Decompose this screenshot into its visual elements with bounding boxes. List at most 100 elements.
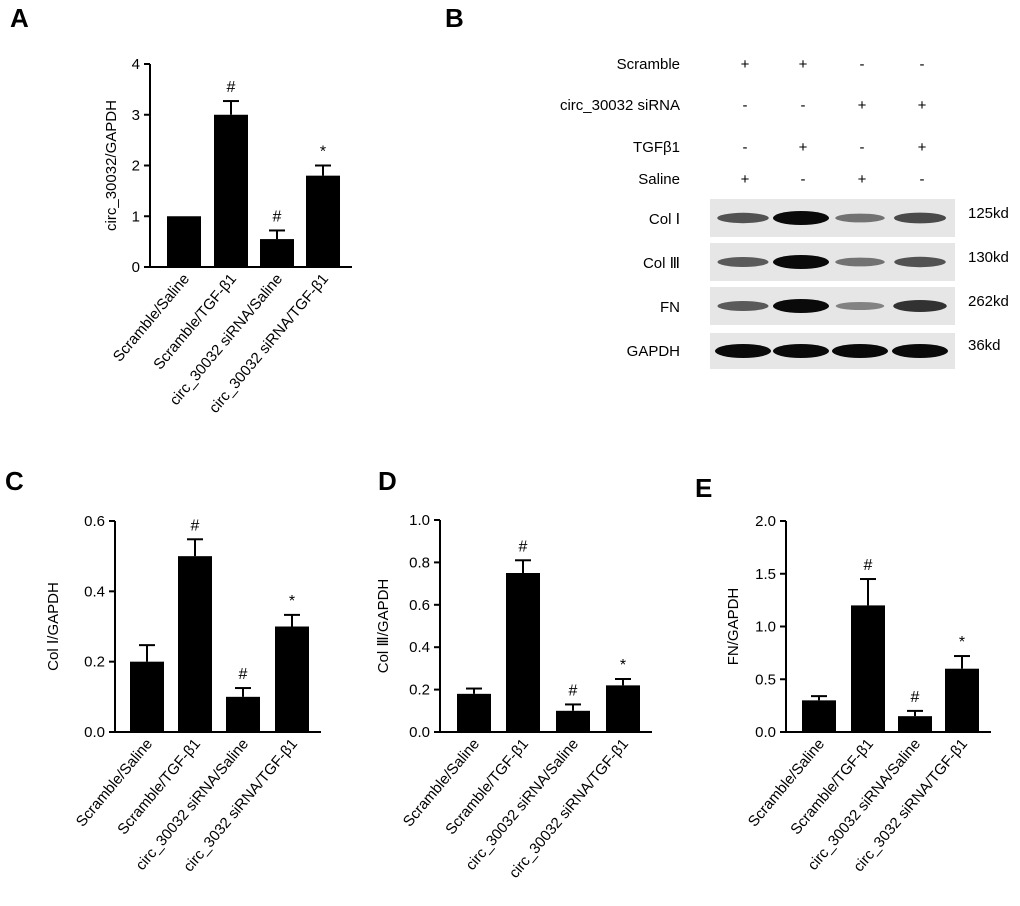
chart-d-y-tick-label: 0.4: [409, 639, 430, 656]
chart-a-y-tick-label: 2: [132, 158, 140, 175]
chart-d-bar: [506, 573, 540, 732]
chart-c-y-tick-label: 0.4: [84, 583, 105, 600]
chart-a-category-label: Scramble/TGF-β1: [150, 271, 240, 373]
panel-d-letter: D: [378, 466, 397, 496]
blot-condition-label: TGFβ1: [633, 139, 680, 156]
chart-a-significance-mark: #: [273, 208, 282, 225]
chart-e-significance-mark: #: [911, 689, 920, 706]
blot-size-label: 262kd: [968, 293, 1009, 310]
blot-size-label: 130kd: [968, 249, 1009, 266]
chart-d-significance-mark: #: [519, 538, 528, 555]
blot-band: [717, 212, 769, 224]
chart-c-bar: [130, 661, 164, 732]
chart-a-significance-mark: *: [320, 144, 326, 161]
blot-band: [773, 211, 829, 225]
chart-a-bar: [260, 239, 294, 267]
chart-e-y-tick-label: 0.5: [755, 671, 776, 688]
panel-c-letter: C: [5, 466, 24, 496]
blot-band: [892, 344, 948, 358]
chart-d-bar: [556, 710, 590, 732]
blot-size-label: 36kd: [968, 337, 1001, 354]
chart-c-significance-mark: #: [239, 666, 248, 683]
chart-d-significance-mark: #: [569, 682, 578, 699]
chart-c-bar: [275, 626, 309, 732]
blot-band: [894, 256, 946, 268]
chart-a-y-tick-label: 4: [132, 56, 140, 73]
chart-c-bar: [178, 556, 212, 732]
blot-condition-sign: -: [743, 97, 748, 114]
blot-condition-sign: -: [801, 97, 806, 114]
blot-condition-sign: +: [918, 97, 927, 114]
blot-band: [717, 301, 769, 311]
blot-protein-label: FN: [660, 299, 680, 316]
chart-e-y-tick-label: 1.5: [755, 566, 776, 583]
chart-d-significance-mark: *: [620, 657, 626, 674]
chart-d-y-tick-label: 0.0: [409, 724, 430, 741]
panel-b-letter: B: [445, 3, 464, 33]
chart-a-y-tick-label: 3: [132, 107, 140, 124]
chart-c-y-tick-label: 0.2: [84, 654, 105, 671]
chart-c-category-label: Scramble/TGF-β1: [114, 736, 204, 838]
chart-c-y-tick-label: 0.0: [84, 724, 105, 741]
blot-size-label: 125kd: [968, 205, 1009, 222]
blot-condition-label: circ_30032 siRNA: [560, 97, 680, 114]
chart-c-y-label: Col Ⅰ/GAPDH: [45, 582, 62, 671]
blot-band: [835, 213, 885, 223]
blot-condition-sign: +: [918, 139, 927, 156]
blot-condition-sign: -: [860, 139, 865, 156]
blot-band: [715, 344, 771, 358]
chart-d-y-tick-label: 0.8: [409, 554, 430, 571]
blot-condition-sign: -: [743, 139, 748, 156]
blot-condition-sign: +: [799, 139, 808, 156]
chart-d-bar: [606, 685, 640, 732]
chart-e-y-tick-label: 0.0: [755, 724, 776, 741]
chart-c-significance-mark: #: [191, 517, 200, 534]
chart-d-category-label: Scramble/TGF-β1: [442, 736, 532, 838]
chart-c-significance-mark: *: [289, 593, 295, 610]
blot-band: [717, 257, 769, 267]
blot-condition-sign: +: [741, 171, 750, 188]
chart-a-significance-mark: #: [227, 79, 236, 96]
blot-band: [773, 299, 829, 313]
chart-e-bar: [898, 716, 932, 732]
blot-band: [835, 302, 885, 310]
chart-a-y-tick-label: 0: [132, 259, 140, 276]
panel-a-letter: A: [10, 3, 29, 33]
blot-condition-sign: -: [920, 171, 925, 188]
blot-condition-sign: -: [860, 56, 865, 73]
chart-e-y-label: FN/GAPDH: [725, 588, 742, 666]
chart-e-significance-mark: *: [959, 634, 965, 651]
blot-condition-label: Scramble: [617, 56, 680, 73]
chart-c-y-tick-label: 0.6: [84, 513, 105, 530]
western-blot-panel: Scramble + + - - circ_30032 siRNA - - + + TGFβ1 - + -…: [560, 56, 1009, 369]
chart-e-significance-mark: #: [864, 557, 873, 574]
blot-band: [773, 255, 829, 269]
blot-band: [773, 344, 829, 358]
chart-d-y-tick-label: 1.0: [409, 512, 430, 529]
chart-e: 0.00.51.01.52.0FN/GAPDHScramble/Saline#S…: [725, 513, 991, 875]
blot-condition-label: Saline: [638, 171, 680, 188]
blot-condition-sign: +: [799, 56, 808, 73]
chart-e-bar: [802, 700, 836, 732]
chart-a-bar: [306, 175, 340, 267]
blot-band: [832, 344, 888, 358]
chart-e-bar: [945, 668, 979, 732]
chart-c-bar: [226, 696, 260, 732]
chart-e-category-label: Scramble/TGF-β1: [787, 736, 877, 838]
chart-a-bar: [214, 114, 248, 267]
blot-protein-label: GAPDH: [627, 343, 680, 360]
chart-a-bar: [167, 216, 201, 267]
blot-protein-label: Col Ⅲ: [643, 255, 680, 272]
blot-condition-sign: +: [858, 97, 867, 114]
chart-d-y-label: Col Ⅲ/GAPDH: [375, 579, 392, 674]
chart-e-bar: [851, 605, 885, 732]
chart-a-y-tick-label: 1: [132, 208, 140, 225]
blot-band: [893, 300, 947, 312]
blot-band: [835, 257, 885, 267]
chart-d-bar: [457, 693, 491, 732]
chart-d-y-tick-label: 0.2: [409, 682, 430, 699]
chart-e-y-tick-label: 2.0: [755, 513, 776, 530]
